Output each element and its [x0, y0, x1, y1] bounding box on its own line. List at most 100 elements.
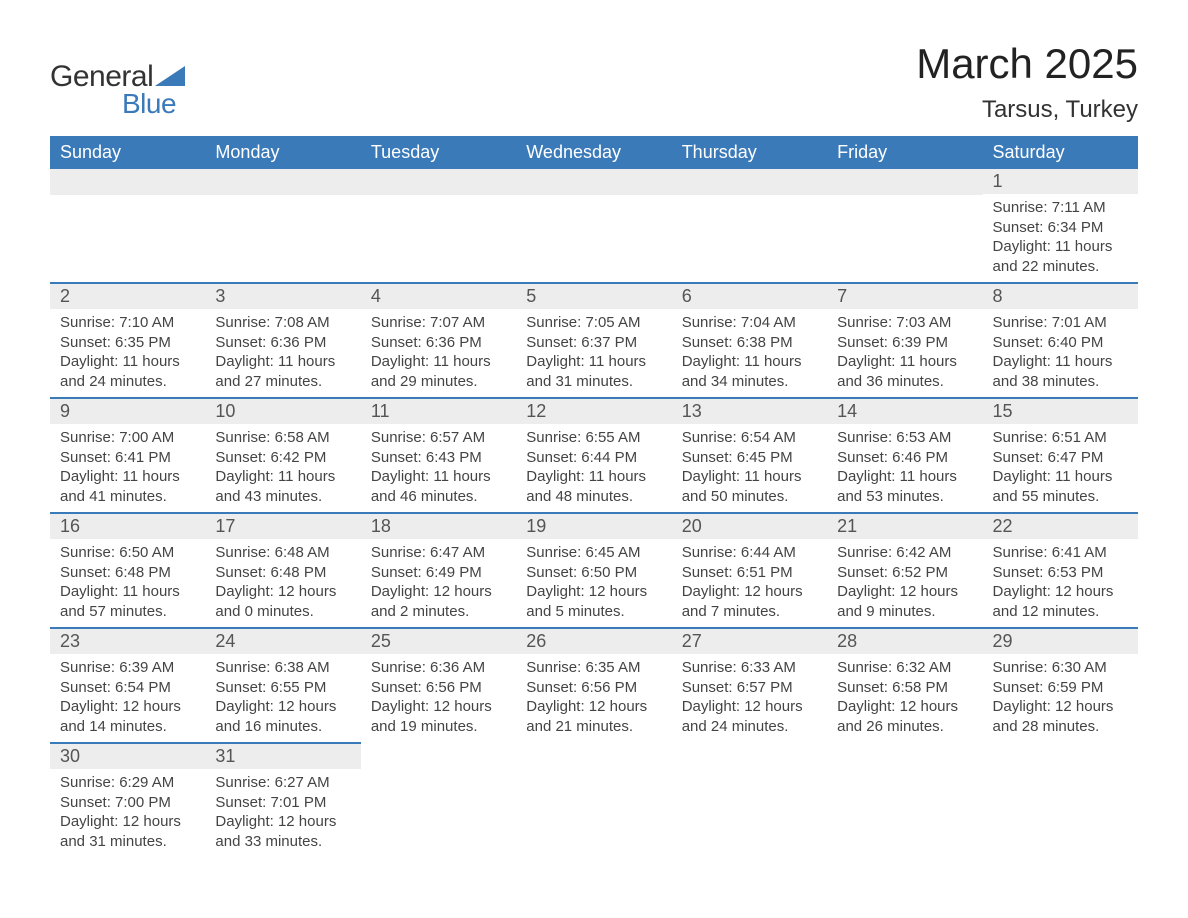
logo-triangle-icon: [155, 66, 185, 86]
sunset-text: Sunset: 6:38 PM: [682, 333, 817, 353]
calendar-week-row: 2Sunrise: 7:10 AMSunset: 6:35 PMDaylight…: [50, 283, 1138, 398]
sunrise-text: Sunrise: 6:55 AM: [526, 428, 661, 448]
day-info: Sunrise: 7:00 AMSunset: 6:41 PMDaylight:…: [50, 424, 205, 512]
daylight-text: Daylight: 12 hours and 24 minutes.: [682, 697, 817, 736]
sunrise-text: Sunrise: 6:39 AM: [60, 658, 195, 678]
day-info: Sunrise: 6:48 AMSunset: 6:48 PMDaylight:…: [205, 539, 360, 627]
day-number: 3: [205, 284, 360, 309]
day-header: Friday: [827, 136, 982, 169]
daylight-text: Daylight: 11 hours and 48 minutes.: [526, 467, 661, 506]
sunrise-text: Sunrise: 6:27 AM: [215, 773, 350, 793]
day-number: 12: [516, 399, 671, 424]
sunset-text: Sunset: 6:39 PM: [837, 333, 972, 353]
day-number: 24: [205, 629, 360, 654]
sunset-text: Sunset: 6:50 PM: [526, 563, 661, 583]
day-info: Sunrise: 6:44 AMSunset: 6:51 PMDaylight:…: [672, 539, 827, 627]
day-number: 6: [672, 284, 827, 309]
day-info: Sunrise: 6:50 AMSunset: 6:48 PMDaylight:…: [50, 539, 205, 627]
sunrise-text: Sunrise: 7:07 AM: [371, 313, 506, 333]
daylight-text: Daylight: 12 hours and 26 minutes.: [837, 697, 972, 736]
sunset-text: Sunset: 6:55 PM: [215, 678, 350, 698]
daylight-text: Daylight: 12 hours and 9 minutes.: [837, 582, 972, 621]
day-info: Sunrise: 6:27 AMSunset: 7:01 PMDaylight:…: [205, 769, 360, 857]
calendar-day-cell: 24Sunrise: 6:38 AMSunset: 6:55 PMDayligh…: [205, 628, 360, 743]
calendar-day-cell: 22Sunrise: 6:41 AMSunset: 6:53 PMDayligh…: [983, 513, 1138, 628]
calendar-day-cell: 21Sunrise: 6:42 AMSunset: 6:52 PMDayligh…: [827, 513, 982, 628]
day-header: Monday: [205, 136, 360, 169]
day-number: 28: [827, 629, 982, 654]
calendar-empty-cell: [361, 743, 516, 857]
calendar-day-cell: 4Sunrise: 7:07 AMSunset: 6:36 PMDaylight…: [361, 283, 516, 398]
sunrise-text: Sunrise: 6:53 AM: [837, 428, 972, 448]
sunset-text: Sunset: 6:36 PM: [215, 333, 350, 353]
day-info: Sunrise: 7:04 AMSunset: 6:38 PMDaylight:…: [672, 309, 827, 397]
day-info: Sunrise: 6:35 AMSunset: 6:56 PMDaylight:…: [516, 654, 671, 742]
calendar-day-cell: 29Sunrise: 6:30 AMSunset: 6:59 PMDayligh…: [983, 628, 1138, 743]
calendar-empty-cell: [983, 743, 1138, 857]
day-info: Sunrise: 6:53 AMSunset: 6:46 PMDaylight:…: [827, 424, 982, 512]
calendar-empty-cell: [205, 169, 360, 283]
sunrise-text: Sunrise: 6:57 AM: [371, 428, 506, 448]
calendar-day-cell: 18Sunrise: 6:47 AMSunset: 6:49 PMDayligh…: [361, 513, 516, 628]
calendar-day-cell: 11Sunrise: 6:57 AMSunset: 6:43 PMDayligh…: [361, 398, 516, 513]
sunrise-text: Sunrise: 7:00 AM: [60, 428, 195, 448]
day-number: 18: [361, 514, 516, 539]
calendar-week-row: 23Sunrise: 6:39 AMSunset: 6:54 PMDayligh…: [50, 628, 1138, 743]
day-info: Sunrise: 6:38 AMSunset: 6:55 PMDaylight:…: [205, 654, 360, 742]
day-number: 30: [50, 744, 205, 769]
day-number: 20: [672, 514, 827, 539]
sunset-text: Sunset: 6:43 PM: [371, 448, 506, 468]
sunrise-text: Sunrise: 6:54 AM: [682, 428, 817, 448]
sunset-text: Sunset: 6:42 PM: [215, 448, 350, 468]
day-number: 2: [50, 284, 205, 309]
day-info: Sunrise: 6:51 AMSunset: 6:47 PMDaylight:…: [983, 424, 1138, 512]
day-info: Sunrise: 6:39 AMSunset: 6:54 PMDaylight:…: [50, 654, 205, 742]
day-number: 4: [361, 284, 516, 309]
calendar-day-cell: 27Sunrise: 6:33 AMSunset: 6:57 PMDayligh…: [672, 628, 827, 743]
daylight-text: Daylight: 11 hours and 27 minutes.: [215, 352, 350, 391]
day-info: Sunrise: 6:57 AMSunset: 6:43 PMDaylight:…: [361, 424, 516, 512]
calendar-empty-cell: [50, 169, 205, 283]
calendar-day-cell: 1Sunrise: 7:11 AMSunset: 6:34 PMDaylight…: [983, 169, 1138, 283]
day-number: 26: [516, 629, 671, 654]
sunrise-text: Sunrise: 7:01 AM: [993, 313, 1128, 333]
daylight-text: Daylight: 12 hours and 0 minutes.: [215, 582, 350, 621]
sunrise-text: Sunrise: 6:58 AM: [215, 428, 350, 448]
logo: General Blue: [50, 60, 185, 120]
day-number: 23: [50, 629, 205, 654]
day-info: Sunrise: 7:07 AMSunset: 6:36 PMDaylight:…: [361, 309, 516, 397]
calendar-empty-cell: [672, 169, 827, 283]
calendar-day-cell: 28Sunrise: 6:32 AMSunset: 6:58 PMDayligh…: [827, 628, 982, 743]
daylight-text: Daylight: 12 hours and 21 minutes.: [526, 697, 661, 736]
sunrise-text: Sunrise: 6:51 AM: [993, 428, 1128, 448]
empty-daynum-strip: [672, 169, 827, 195]
sunrise-text: Sunrise: 7:04 AM: [682, 313, 817, 333]
day-info: Sunrise: 6:54 AMSunset: 6:45 PMDaylight:…: [672, 424, 827, 512]
calendar-day-cell: 23Sunrise: 6:39 AMSunset: 6:54 PMDayligh…: [50, 628, 205, 743]
day-number: 21: [827, 514, 982, 539]
calendar-week-row: 30Sunrise: 6:29 AMSunset: 7:00 PMDayligh…: [50, 743, 1138, 857]
daylight-text: Daylight: 12 hours and 19 minutes.: [371, 697, 506, 736]
calendar-day-cell: 14Sunrise: 6:53 AMSunset: 6:46 PMDayligh…: [827, 398, 982, 513]
day-number: 10: [205, 399, 360, 424]
day-header: Wednesday: [516, 136, 671, 169]
sunset-text: Sunset: 6:37 PM: [526, 333, 661, 353]
calendar-day-cell: 30Sunrise: 6:29 AMSunset: 7:00 PMDayligh…: [50, 743, 205, 857]
sunrise-text: Sunrise: 7:08 AM: [215, 313, 350, 333]
sunrise-text: Sunrise: 6:47 AM: [371, 543, 506, 563]
sunset-text: Sunset: 6:56 PM: [371, 678, 506, 698]
daylight-text: Daylight: 11 hours and 57 minutes.: [60, 582, 195, 621]
daylight-text: Daylight: 12 hours and 2 minutes.: [371, 582, 506, 621]
day-info: Sunrise: 6:55 AMSunset: 6:44 PMDaylight:…: [516, 424, 671, 512]
daylight-text: Daylight: 11 hours and 53 minutes.: [837, 467, 972, 506]
daylight-text: Daylight: 12 hours and 28 minutes.: [993, 697, 1128, 736]
calendar-empty-cell: [516, 743, 671, 857]
sunrise-text: Sunrise: 6:30 AM: [993, 658, 1128, 678]
daylight-text: Daylight: 11 hours and 41 minutes.: [60, 467, 195, 506]
calendar-body: 1Sunrise: 7:11 AMSunset: 6:34 PMDaylight…: [50, 169, 1138, 857]
calendar-week-row: 1Sunrise: 7:11 AMSunset: 6:34 PMDaylight…: [50, 169, 1138, 283]
day-info: Sunrise: 6:32 AMSunset: 6:58 PMDaylight:…: [827, 654, 982, 742]
calendar-day-cell: 3 Sunrise: 7:08 AMSunset: 6:36 PMDaylight…: [205, 283, 360, 398]
daylight-text: Daylight: 11 hours and 38 minutes.: [993, 352, 1128, 391]
daylight-text: Daylight: 11 hours and 55 minutes.: [993, 467, 1128, 506]
